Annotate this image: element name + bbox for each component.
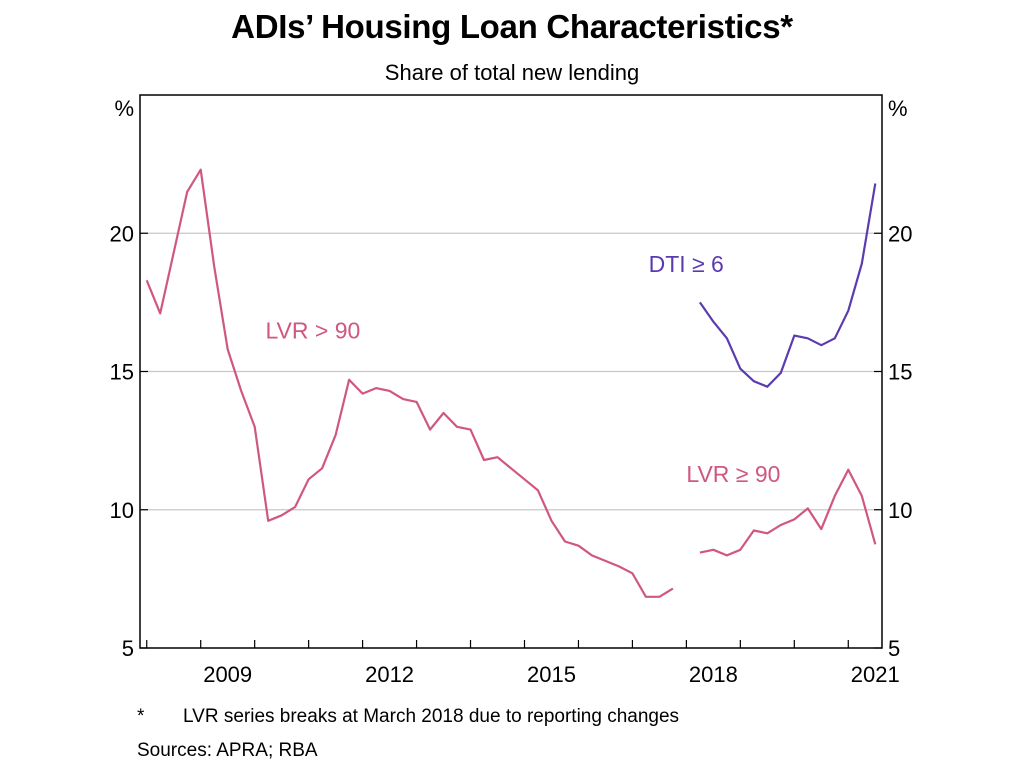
x-tick-label-2018: 2018 bbox=[689, 662, 738, 687]
series-label-0: LVR > 90 bbox=[265, 317, 360, 343]
axes: 5 5 10 10 15 15 20 20% % 2009 2012 2015 2018 2021 bbox=[110, 94, 912, 687]
x-tick-label-2015: 2015 bbox=[527, 662, 576, 687]
line-chart: LVR > 90 LVR ≥ 90 DTI ≥ 6 5 5 10 10 15 15 20 20%%… bbox=[110, 94, 912, 687]
y-tick-label-right: 5 bbox=[888, 636, 900, 661]
footnote-text: LVR series breaks at March 2018 due to r… bbox=[183, 706, 680, 727]
y-tick-label-left: 20 bbox=[110, 221, 134, 246]
y-tick-label-left: 15 bbox=[110, 360, 134, 385]
footnote-note: * LVR series breaks at March 2018 due to … bbox=[137, 706, 679, 728]
footnote-sources: Sources: APRA; RBA bbox=[137, 740, 318, 761]
grid-lines bbox=[140, 232, 882, 511]
y-tick-label-right: 10 bbox=[888, 498, 912, 523]
series-line-0 bbox=[145, 168, 674, 598]
y-tick-label-right: 15 bbox=[888, 360, 912, 385]
series-label-2: DTI ≥ 6 bbox=[649, 251, 724, 277]
x-tick-label-2012: 2012 bbox=[365, 662, 414, 687]
y-unit-left: % bbox=[114, 96, 134, 121]
series-lines bbox=[145, 168, 877, 598]
chart-subtitle: Share of total new lending bbox=[384, 60, 640, 85]
series-label-1: LVR ≥ 90 bbox=[686, 461, 780, 487]
footnote-star: * bbox=[137, 706, 145, 727]
series-line-1 bbox=[699, 468, 877, 557]
y-tick-label-left: 5 bbox=[122, 636, 134, 661]
series-line-2 bbox=[698, 183, 877, 388]
y-unit-right: % bbox=[888, 96, 908, 121]
x-tick-label-2009: 2009 bbox=[203, 662, 252, 687]
series-labels: LVR > 90 LVR ≥ 90 DTI ≥ 6 bbox=[265, 251, 780, 487]
y-tick-label-right: 20 bbox=[888, 221, 912, 246]
x-tick-label-2021: 2021 bbox=[851, 662, 900, 687]
chart-title: ADIs’ Housing Loan Characteristics* bbox=[231, 8, 793, 45]
y-tick-label-left: 10 bbox=[110, 498, 134, 523]
